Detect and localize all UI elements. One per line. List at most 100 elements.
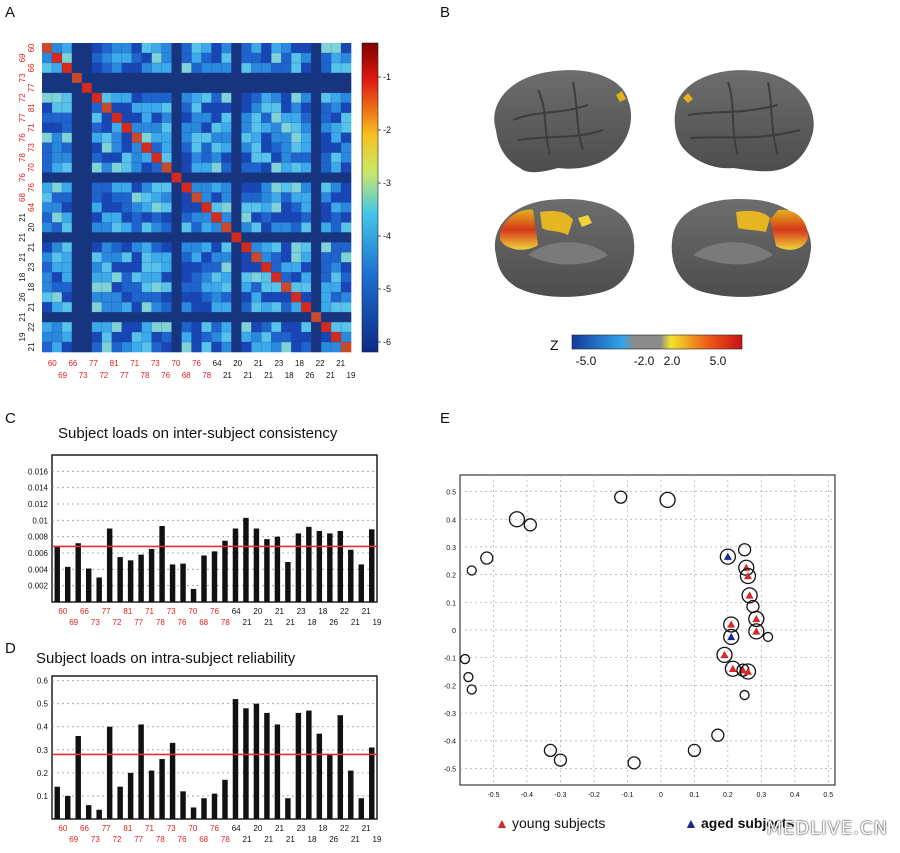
bar xyxy=(358,564,364,602)
data-point-triangle xyxy=(727,632,736,641)
matrix-cell xyxy=(121,132,133,143)
matrix-cell xyxy=(321,242,332,253)
matrix-cell xyxy=(61,282,73,293)
matrix-cell xyxy=(61,312,73,323)
matrix-cell xyxy=(301,102,312,114)
matrix-cell xyxy=(61,82,73,94)
matrix-cell xyxy=(241,262,252,273)
bar xyxy=(201,555,207,602)
matrix-cell xyxy=(231,232,242,243)
matrix-cell xyxy=(61,242,73,253)
matrix-cell xyxy=(181,82,192,94)
matrix-cell xyxy=(51,242,63,253)
matrix-cell xyxy=(321,212,332,223)
matrix-cell xyxy=(331,182,342,193)
matrix-cell xyxy=(181,122,192,134)
matrix-cell xyxy=(191,332,202,343)
matrix-cell xyxy=(51,162,63,173)
matrix-cell xyxy=(221,192,232,203)
matrix-cell xyxy=(111,322,123,333)
data-point-circle xyxy=(711,728,725,742)
x-tick-label: 73 xyxy=(167,607,176,616)
matrix-cell xyxy=(121,242,133,253)
data-point-triangle xyxy=(752,627,761,635)
matrix-cell xyxy=(161,132,172,143)
matrix-cell xyxy=(121,262,133,273)
matrix-cell xyxy=(131,332,142,343)
matrix-cell xyxy=(111,312,123,323)
matrix-cell xyxy=(331,152,342,163)
matrix-cell xyxy=(331,43,342,54)
x-tick-label: -0.3 xyxy=(554,792,566,799)
matrix-cell xyxy=(311,332,322,343)
matrix-cell xyxy=(131,182,142,193)
matrix-row-label: 70 xyxy=(27,163,36,172)
matrix-cell xyxy=(121,312,133,323)
matrix-cell xyxy=(211,342,222,353)
matrix-cell xyxy=(261,212,272,223)
matrix-cell xyxy=(221,312,232,323)
matrix-cell xyxy=(341,302,352,313)
matrix-cell xyxy=(261,182,272,193)
matrix-cell xyxy=(201,152,212,163)
matrix-cell xyxy=(91,162,103,173)
matrix-bottom-label: 66 xyxy=(68,359,77,368)
matrix-cell xyxy=(141,62,152,74)
matrix-cell xyxy=(341,92,352,104)
matrix-cell xyxy=(301,342,312,353)
y-tick-label: -0.2 xyxy=(444,683,456,690)
matrix-cell xyxy=(141,43,152,54)
matrix-cell xyxy=(111,302,123,313)
matrix-cell xyxy=(331,302,342,313)
matrix-cell xyxy=(341,102,352,114)
matrix-cell xyxy=(171,222,182,233)
data-point-circle xyxy=(553,753,568,767)
matrix-cell xyxy=(111,242,123,253)
x-tick-label: 77 xyxy=(102,824,111,833)
matrix-row-label: 71 xyxy=(27,123,36,132)
x-tick-label: -0.2 xyxy=(588,792,600,799)
matrix-cell xyxy=(51,302,63,313)
matrix-cell xyxy=(101,262,113,273)
matrix-cell xyxy=(51,282,63,293)
data-point-circle xyxy=(627,756,641,770)
matrix-cell xyxy=(341,322,352,333)
y-tick-label: 0.2 xyxy=(37,769,49,778)
x-tick-label: 21 xyxy=(264,835,273,844)
bar xyxy=(148,548,155,602)
matrix-cell xyxy=(271,142,282,153)
bar xyxy=(348,549,354,602)
matrix-cell xyxy=(131,43,142,54)
matrix-cell xyxy=(61,122,73,134)
matrix-cell xyxy=(81,282,93,293)
matrix-cell xyxy=(201,172,212,183)
matrix-cell xyxy=(251,342,262,353)
matrix-cell xyxy=(341,312,352,323)
matrix-cell xyxy=(271,62,282,74)
matrix-cell xyxy=(61,142,73,153)
matrix-cell xyxy=(271,252,282,263)
matrix-cell xyxy=(171,212,182,223)
matrix-bottom-label: 21 xyxy=(244,371,253,380)
matrix-cell xyxy=(151,112,162,124)
matrix-cell xyxy=(251,132,262,143)
matrix-cell xyxy=(311,252,322,263)
matrix-cell xyxy=(181,202,192,213)
matrix-cell xyxy=(241,92,252,104)
matrix-cell xyxy=(81,142,93,153)
matrix-cell xyxy=(161,192,172,203)
bar xyxy=(306,526,312,602)
matrix-bottom-label: 20 xyxy=(233,359,242,368)
matrix-cell xyxy=(51,62,63,74)
matrix-cell xyxy=(71,232,83,243)
y-tick-label: 0.1 xyxy=(37,792,49,801)
data-point-circle xyxy=(723,616,740,633)
data-point-triangle xyxy=(743,667,752,675)
bar xyxy=(316,733,323,819)
matrix-cell xyxy=(171,192,182,203)
matrix-cell xyxy=(261,192,272,203)
matrix-cell xyxy=(121,72,133,84)
matrix-cell xyxy=(341,82,352,94)
bar xyxy=(54,786,60,819)
matrix-cell xyxy=(51,82,63,94)
